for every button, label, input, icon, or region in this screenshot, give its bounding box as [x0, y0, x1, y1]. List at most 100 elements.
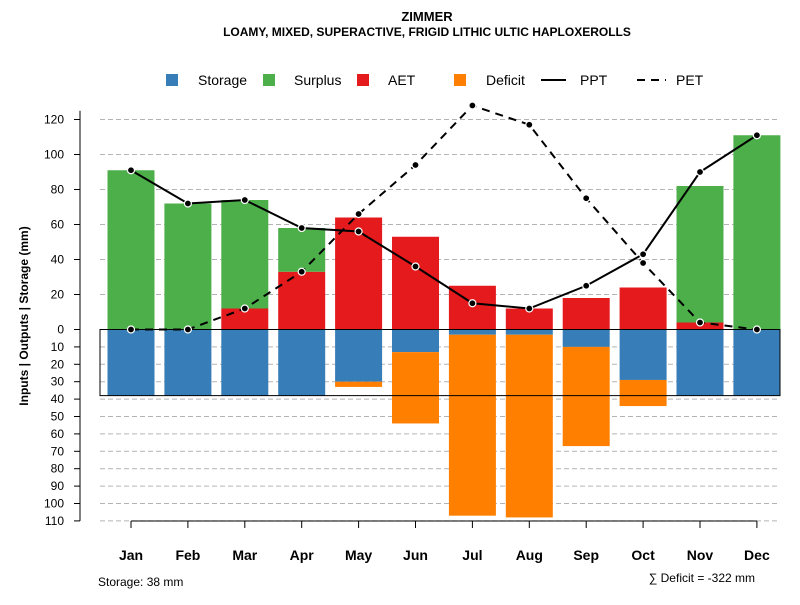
y-tick-label: 50 — [51, 410, 65, 424]
y-tick-label: 110 — [45, 514, 64, 528]
bar-aet-sep — [562, 298, 610, 330]
bar-aet-may — [335, 217, 383, 330]
legend-swatch-storage — [166, 74, 178, 86]
bar-aet-oct — [619, 287, 667, 330]
line-pet — [131, 104, 758, 331]
bar-surplus-nov — [676, 186, 724, 323]
bar-deficit-oct — [619, 379, 667, 407]
x-tick-label-jun: Jun — [403, 547, 428, 563]
point-ppt-mar — [240, 195, 249, 205]
y-tick-label: 100 — [44, 497, 64, 511]
legend-swatch-aet — [357, 74, 369, 86]
bar-deficit-may — [335, 381, 383, 387]
axes: 0 20 40 60 80 100 120 10 20 30 40 50 60 70 80 90 100 110 J… — [44, 110, 770, 563]
bar-surplus-jan — [107, 170, 155, 330]
y-tick-label: 60 — [51, 427, 65, 441]
bar-deficit-aug — [505, 334, 553, 518]
y-tick-label: 100 — [44, 148, 64, 162]
point-pet-mar — [240, 304, 249, 313]
bar-layer — [99, 135, 781, 518]
bar-storage-jan — [107, 329, 155, 396]
x-tick-label-jul: Jul — [462, 547, 482, 563]
y-tick-label: 40 — [51, 392, 65, 406]
bar-storage-mar — [221, 329, 269, 396]
bar-aet-aug — [505, 308, 553, 330]
x-tick-label-sep: Sep — [573, 547, 599, 563]
point-ppt-jan — [126, 166, 136, 175]
y-tick-label: 10 — [51, 340, 65, 354]
point-pet-sep — [582, 194, 591, 203]
point-pet-may — [354, 209, 363, 219]
bar-storage-nov — [676, 329, 724, 396]
bar-storage-oct — [619, 329, 667, 380]
bar-surplus-apr — [278, 228, 326, 272]
line-ppt — [130, 134, 758, 310]
point-pet-aug — [525, 120, 534, 129]
bar-surplus-mar — [221, 200, 269, 309]
point-pet-dec — [752, 325, 762, 334]
y-tick-label: 90 — [51, 479, 65, 493]
x-tick-label-mar: Mar — [232, 547, 257, 563]
bar-storage-jun — [392, 329, 439, 353]
y-axis-label: Inputs | Outputs | Storage (mm) — [17, 226, 31, 405]
chart-subtitle: LOAMY, MIXED, SUPERACTIVE, FRIGID LITHIC… — [223, 25, 631, 39]
bar-surplus-dec — [733, 135, 781, 330]
bar-storage-may — [335, 329, 383, 382]
x-tick-label-aug: Aug — [516, 547, 543, 563]
point-ppt-jul — [468, 299, 477, 308]
x-tick-label-feb: Feb — [175, 547, 200, 563]
bar-storage-aug — [505, 329, 553, 335]
legend-label-storage: Storage — [198, 72, 247, 88]
bar-storage-apr — [278, 329, 326, 396]
x-tick-label-apr: Apr — [290, 547, 315, 563]
legend-swatch-surplus — [263, 74, 275, 86]
y-tick-label: 120 — [44, 113, 64, 127]
x-tick-label-dec: Dec — [744, 547, 770, 563]
bar-aet-jun — [392, 236, 439, 330]
point-ppt-dec — [752, 131, 762, 140]
bar-deficit-jun — [392, 352, 439, 424]
point-pet-oct — [638, 258, 648, 268]
point-ppt-may — [354, 227, 363, 236]
y-tick-label: 70 — [51, 444, 65, 458]
x-tick-label-jan: Jan — [119, 547, 143, 563]
y-tick-label: 20 — [51, 357, 65, 371]
y-tick-label: 60 — [51, 218, 65, 232]
bar-deficit-sep — [562, 346, 610, 447]
bar-storage-dec — [733, 329, 781, 396]
point-ppt-sep — [582, 281, 591, 290]
legend-swatch-deficit — [454, 74, 466, 86]
bar-surplus-feb — [164, 203, 212, 330]
point-ppt-nov — [695, 167, 705, 177]
point-ppt-oct — [638, 250, 648, 259]
x-tick-label-nov: Nov — [687, 547, 714, 563]
x-tick-label-may: May — [345, 547, 372, 563]
bar-storage-sep — [562, 329, 610, 347]
chart-title: ZIMMER — [401, 9, 453, 24]
point-ppt-apr — [297, 223, 306, 233]
storage-note: Storage: 38 mm — [98, 575, 183, 589]
point-pet-jun — [411, 160, 420, 170]
line-layer — [126, 101, 762, 334]
point-ppt-feb — [183, 199, 192, 208]
point-ppt-jun — [411, 262, 420, 271]
y-tick-label: 0 — [57, 323, 64, 337]
bar-aet-apr — [278, 271, 326, 330]
y-tick-label: 20 — [51, 288, 65, 302]
point-pet-jul — [468, 101, 477, 110]
point-ppt-aug — [525, 304, 534, 313]
point-pet-apr — [297, 267, 306, 276]
y-tick-label: 80 — [51, 183, 65, 197]
legend-label-pet: PET — [676, 72, 704, 88]
y-tick-label: 40 — [51, 253, 65, 267]
legend: Storage Surplus AET Deficit PPT PET — [166, 72, 704, 88]
y-tick-label: 80 — [51, 462, 65, 476]
deficit-note: ∑ Deficit = -322 mm — [649, 571, 755, 585]
y-tick-label: 30 — [51, 375, 65, 389]
bar-storage-jul — [448, 329, 496, 335]
legend-label-ppt: PPT — [580, 72, 608, 88]
point-pet-jan — [126, 325, 136, 334]
point-pet-nov — [695, 318, 705, 327]
